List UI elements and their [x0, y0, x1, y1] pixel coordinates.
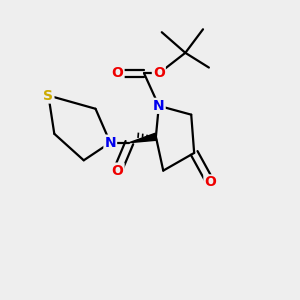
Text: O: O: [204, 176, 216, 189]
Text: O: O: [153, 66, 165, 80]
Polygon shape: [129, 133, 157, 142]
Text: N: N: [153, 99, 165, 113]
Text: S: S: [44, 88, 53, 103]
Text: O: O: [112, 164, 124, 178]
Text: O: O: [112, 66, 124, 80]
Text: N: N: [104, 136, 116, 150]
